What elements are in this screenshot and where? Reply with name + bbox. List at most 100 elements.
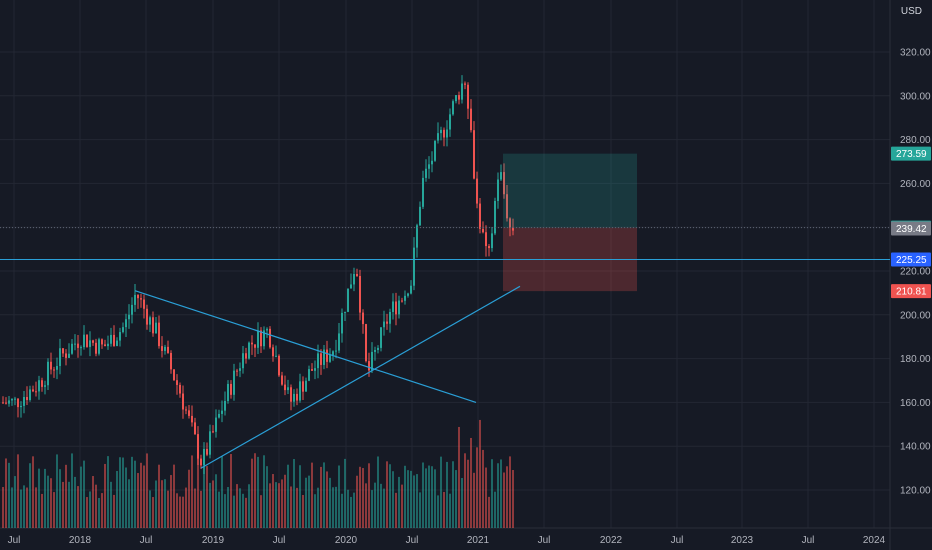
volume-bar [290, 486, 292, 528]
volume-bar [209, 482, 211, 528]
currency-label: USD [901, 6, 922, 17]
volume-bar [191, 455, 193, 528]
volume-bar [446, 461, 448, 528]
candle-body [32, 389, 34, 392]
candle-body [203, 448, 205, 466]
volume-bar [92, 476, 94, 528]
candle-body [149, 317, 151, 325]
volume-bar [101, 493, 103, 528]
volume-bar [404, 465, 406, 528]
volume-bar [233, 495, 235, 528]
candle-body [62, 348, 64, 354]
volume-bar [164, 479, 166, 528]
candle-body [158, 322, 160, 347]
volume-bar [383, 488, 385, 528]
candle-body [428, 164, 430, 169]
volume-bar [56, 454, 58, 528]
candle-body [215, 417, 217, 432]
volume-bar [131, 456, 133, 528]
candle-body [161, 346, 163, 351]
volume-bar [41, 493, 43, 528]
volume-bar [65, 464, 67, 528]
candle-body [80, 347, 82, 349]
volume-bar [368, 463, 370, 528]
volume-bar [326, 471, 328, 528]
candle-body [305, 380, 307, 392]
candle-body [491, 233, 493, 249]
candle-body [335, 350, 337, 352]
volume-bar [323, 462, 325, 528]
candle-body [470, 108, 472, 131]
candle-body [248, 342, 250, 359]
volume-bar [146, 453, 148, 528]
candle-body [104, 344, 106, 347]
volume-bar [179, 496, 181, 528]
volume-bar [197, 454, 199, 528]
price-tick-label: 180.00 [900, 354, 931, 365]
volume-bar [47, 475, 49, 528]
candle-body [185, 409, 187, 411]
candle-body [494, 200, 496, 234]
volume-bar [449, 493, 451, 528]
volume-bar [305, 477, 307, 528]
time-tick-label: 2022 [600, 535, 623, 546]
candle-body [485, 232, 487, 247]
candle-body [155, 322, 157, 334]
volume-bar [176, 493, 178, 528]
volume-bar [11, 487, 13, 528]
candle-body [53, 369, 55, 371]
candle-body [458, 95, 460, 100]
candle-body [188, 410, 190, 416]
candle-body [326, 349, 328, 362]
candle-body [5, 402, 7, 404]
candle-body [416, 225, 418, 248]
volume-bar [122, 457, 124, 528]
time-tick-label: 2023 [731, 535, 754, 546]
volume-bar [248, 484, 250, 528]
volume-bar [320, 466, 322, 528]
trend-line[interactable] [200, 285, 521, 469]
volume-bar [77, 486, 79, 528]
volume-bar [170, 475, 172, 528]
volume-bar [422, 462, 424, 528]
candle-body [464, 83, 466, 85]
candle-body [389, 311, 391, 324]
volume-bar [20, 489, 22, 528]
volume-bar [332, 487, 334, 528]
volume-bar [113, 494, 115, 528]
position-target-zone[interactable] [503, 153, 637, 228]
volume-bar [287, 464, 289, 528]
volume-bar [407, 470, 409, 528]
candle-body [254, 344, 256, 348]
volume-bar [452, 461, 454, 528]
candle-body [113, 334, 115, 346]
candle-body [359, 275, 361, 313]
candle-body [455, 95, 457, 102]
candle-body [272, 347, 274, 357]
volume-bar [158, 464, 160, 528]
candle-body [284, 384, 286, 391]
volume-bar [353, 492, 355, 528]
volume-bar [314, 494, 316, 528]
volume-bar [98, 497, 100, 528]
candle-body [452, 101, 454, 115]
volume-bar [224, 494, 226, 528]
candle-body [323, 349, 325, 365]
candle-body [500, 172, 502, 180]
time-tick-label: Jul [8, 535, 21, 546]
candle-body [191, 415, 193, 423]
volume-bar [470, 437, 472, 528]
candle-body [200, 458, 202, 466]
candle-body [116, 340, 118, 346]
volume-bar [461, 478, 463, 528]
volume-bar [350, 496, 352, 528]
price-tick-label: 200.00 [900, 310, 931, 321]
candle-body [431, 160, 433, 165]
candle-body [344, 311, 346, 313]
volume-bar [161, 480, 163, 528]
candle-body [509, 218, 511, 228]
candle-body [143, 299, 145, 309]
trend-line[interactable] [134, 290, 477, 403]
